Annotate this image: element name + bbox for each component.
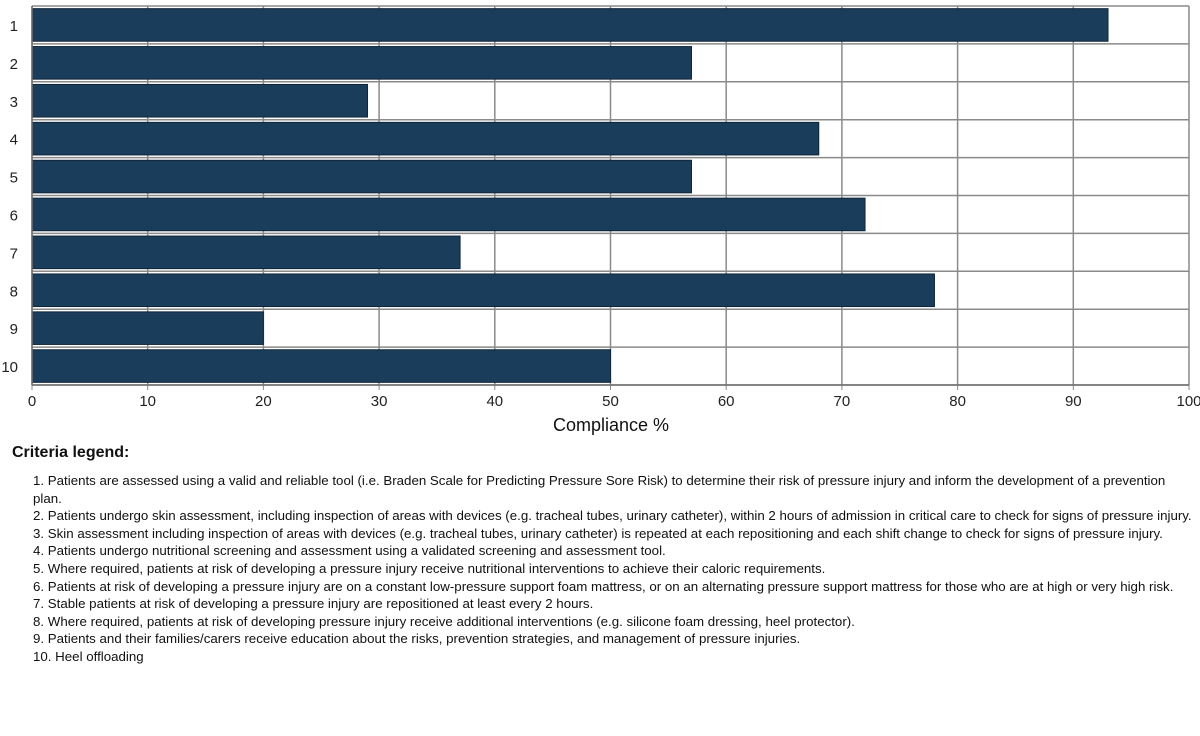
x-tick-label: 60 [718,393,735,410]
y-tick-label: 3 [10,94,18,111]
x-tick-label: 50 [602,393,619,410]
legend-item: 5. Where required, patients at risk of d… [33,560,826,576]
bar-criterion-10 [31,349,611,383]
criteria-legend: Criteria legend: 1. Patients are assesse… [12,444,1197,666]
legend-item: 7. Stable patients at risk of developing… [33,596,594,612]
bar-criterion-4 [31,121,820,156]
y-tick-labels: 1 2 3 4 5 6 7 8 9 10 [1,18,18,376]
y-tick-label: 10 [1,359,18,376]
bar-criterion-8 [31,273,935,308]
x-tick-label: 0 [28,393,36,410]
legend-item: 9. Patients and their families/carers re… [33,631,801,647]
bar-criterion-1 [31,8,1109,42]
y-tick-label: 2 [10,56,18,73]
y-tick-label: 4 [10,132,18,149]
bar-criterion-7 [31,235,461,270]
y-tick-label: 9 [10,321,18,338]
legend-item: 10. Heel offloading [33,648,144,664]
x-tick-label: 40 [486,393,503,410]
y-tick-label: 6 [10,207,18,224]
x-tick-label: 10 [139,393,156,410]
x-tick-label: 30 [371,393,388,410]
y-tick-label: 1 [10,18,18,35]
x-tick-label: 80 [949,393,966,410]
x-tick-label: 100 [1176,393,1200,410]
y-tick-label: 7 [10,245,18,262]
x-tick-label: 70 [834,393,851,410]
y-tick-label: 8 [10,283,18,300]
bar-criterion-6 [31,197,866,232]
legend-item: 6. Patients at risk of developing a pres… [33,578,1174,594]
x-axis-title: Compliance % [553,415,669,435]
y-tick-label: 5 [10,170,18,187]
x-tick-label: 20 [255,393,272,410]
x-tick-labels: 0 10 20 30 40 50 60 70 80 90 100 [28,393,1200,410]
legend-list: 1. Patients are assessed using a valid a… [12,472,1197,666]
axes [31,6,1190,390]
legend-item: 2. Patients undergo skin assessment, inc… [33,508,1192,524]
legend-item: 4. Patients undergo nutritional screenin… [33,543,666,559]
bar-criterion-5 [31,159,692,194]
bar-criterion-9 [31,311,264,345]
legend-item: 1. Patients are assessed using a valid a… [33,473,1166,506]
legend-item: 3. Skin assessment including inspection … [33,525,1163,541]
legend-title: Criteria legend: [12,444,130,461]
compliance-bar-chart: 1 2 3 4 5 6 7 8 9 10 0 10 20 30 40 50 60 70 80 90 100 Compl… [1,5,1200,435]
bar-criterion-3 [31,83,369,118]
legend-item: 8. Where required, patients at risk of d… [33,613,855,629]
x-tick-label: 90 [1065,393,1082,410]
bars [31,8,1109,383]
bar-criterion-2 [31,46,692,80]
